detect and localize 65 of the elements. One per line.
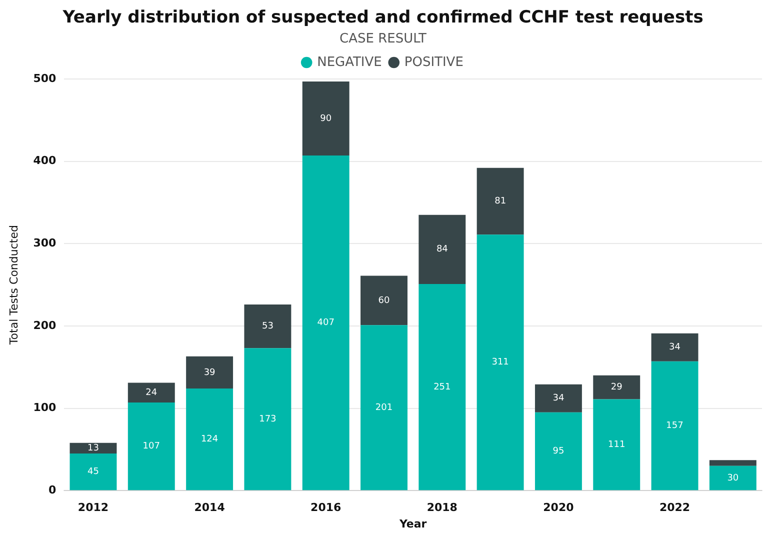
data-label: 34 (552, 394, 564, 404)
x-tick-label: 2012 (78, 501, 109, 514)
data-label: 39 (204, 368, 216, 378)
x-tick-label: 2018 (426, 501, 458, 514)
bar (651, 361, 698, 490)
data-label: 124 (200, 434, 218, 445)
data-label: 29 (610, 382, 623, 393)
y-tick-label: 300 (33, 236, 56, 250)
bar (302, 156, 350, 490)
bar (360, 276, 408, 326)
y-tick-label: 200 (33, 318, 56, 332)
data-label: 90 (320, 114, 332, 124)
bar (651, 333, 698, 362)
data-label: 24 (146, 388, 158, 398)
y-axis-title: Total Tests Conducted (7, 225, 20, 346)
bar (476, 234, 524, 490)
x-tick-label: 2020 (543, 501, 574, 514)
data-label: 311 (492, 358, 509, 368)
chart-title: Yearly distribution of suspected and confirmed CCHF test requests (62, 8, 704, 28)
bar (70, 442, 117, 454)
bar (302, 81, 350, 156)
data-label: 13 (88, 444, 99, 454)
bar (534, 384, 582, 412)
bar (709, 466, 756, 490)
bar (70, 454, 117, 490)
data-label: 30 (727, 473, 739, 484)
data-label: 201 (375, 402, 393, 413)
bar (186, 356, 234, 389)
bar (186, 388, 234, 490)
bar (709, 460, 756, 466)
data-label: 53 (262, 322, 274, 332)
data-label: 157 (666, 421, 684, 432)
bar (128, 402, 175, 490)
y-tick-label: 500 (33, 72, 56, 85)
bar (418, 284, 466, 490)
bar (476, 168, 524, 235)
data-label: 45 (88, 467, 99, 478)
bar (244, 348, 292, 490)
legend-label: NEGATIVE (317, 54, 382, 70)
bar (534, 412, 582, 490)
data-label: 95 (552, 446, 564, 457)
x-axis-title: Year (398, 517, 428, 530)
y-tick-label: 100 (33, 401, 56, 414)
data-label: 111 (608, 440, 626, 450)
y-tick-label: 0 (48, 483, 57, 496)
legend-label: POSITIVE (404, 54, 464, 70)
bar (593, 375, 640, 400)
bar (244, 304, 292, 348)
data-label: 251 (434, 382, 451, 392)
data-label: 34 (669, 342, 681, 353)
bar (418, 214, 466, 284)
bar (593, 399, 640, 490)
data-label: 107 (142, 442, 160, 452)
bar (128, 382, 175, 403)
x-tick-label: 2014 (194, 501, 226, 514)
data-label: 173 (259, 414, 276, 424)
data-label: 84 (436, 244, 448, 255)
data-label: 81 (494, 196, 506, 207)
x-tick-label: 2022 (659, 501, 690, 514)
data-label: 407 (317, 318, 334, 328)
y-tick-label: 400 (33, 154, 56, 168)
bar (360, 325, 408, 490)
data-label: 60 (378, 296, 390, 306)
x-tick-label: 2016 (310, 501, 342, 514)
legend-title: CASE RESULT (340, 31, 427, 46)
